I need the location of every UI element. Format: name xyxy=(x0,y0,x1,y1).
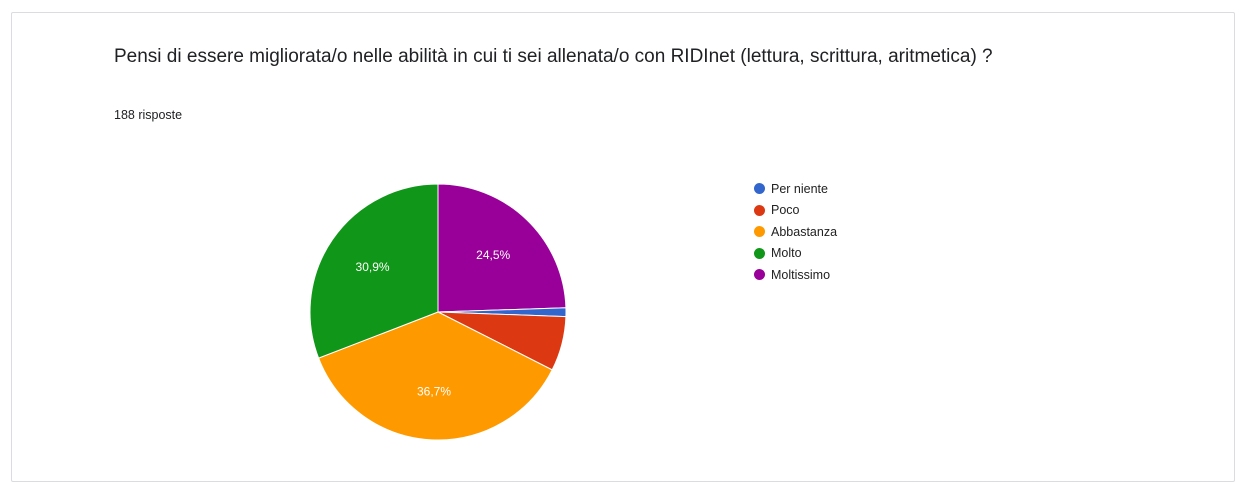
legend-label: Abbastanza xyxy=(771,224,838,239)
pie-slice-label: 30,9% xyxy=(356,260,390,274)
pie-chart: 24,5% 36,7% 30,9% xyxy=(309,183,567,441)
response-count: 188 risposte xyxy=(114,108,183,122)
question-card xyxy=(11,12,1235,482)
pie-slice-molto[interactable] xyxy=(309,183,439,359)
legend-item[interactable]: Molto xyxy=(754,243,837,265)
pie-slice-label: 36,7% xyxy=(417,384,451,398)
legend-label: Moltissimo xyxy=(771,267,831,282)
legend-swatch-icon xyxy=(754,269,765,281)
legend-label: Poco xyxy=(771,203,800,218)
legend-swatch-icon xyxy=(754,226,765,238)
chart-legend: Per niente Poco Abbastanza Molto Moltissimo xyxy=(754,178,837,286)
legend-swatch-icon xyxy=(754,204,765,216)
question-title: Pensi di essere migliorata/o nelle abili… xyxy=(114,46,993,67)
legend-item[interactable]: Moltissimo xyxy=(754,264,837,286)
pie-slice-label: 24,5% xyxy=(476,248,510,262)
legend-label: Per niente xyxy=(771,181,828,196)
legend-item[interactable]: Poco xyxy=(754,200,837,222)
pie-slice-abbastanza[interactable] xyxy=(317,311,553,441)
legend-item[interactable]: Abbastanza xyxy=(754,221,837,243)
legend-label: Molto xyxy=(771,246,802,261)
legend-item[interactable]: Per niente xyxy=(754,178,837,200)
pie-slice-moltissimo[interactable] xyxy=(437,183,567,313)
legend-swatch-icon xyxy=(754,247,765,259)
legend-swatch-icon xyxy=(754,183,765,195)
